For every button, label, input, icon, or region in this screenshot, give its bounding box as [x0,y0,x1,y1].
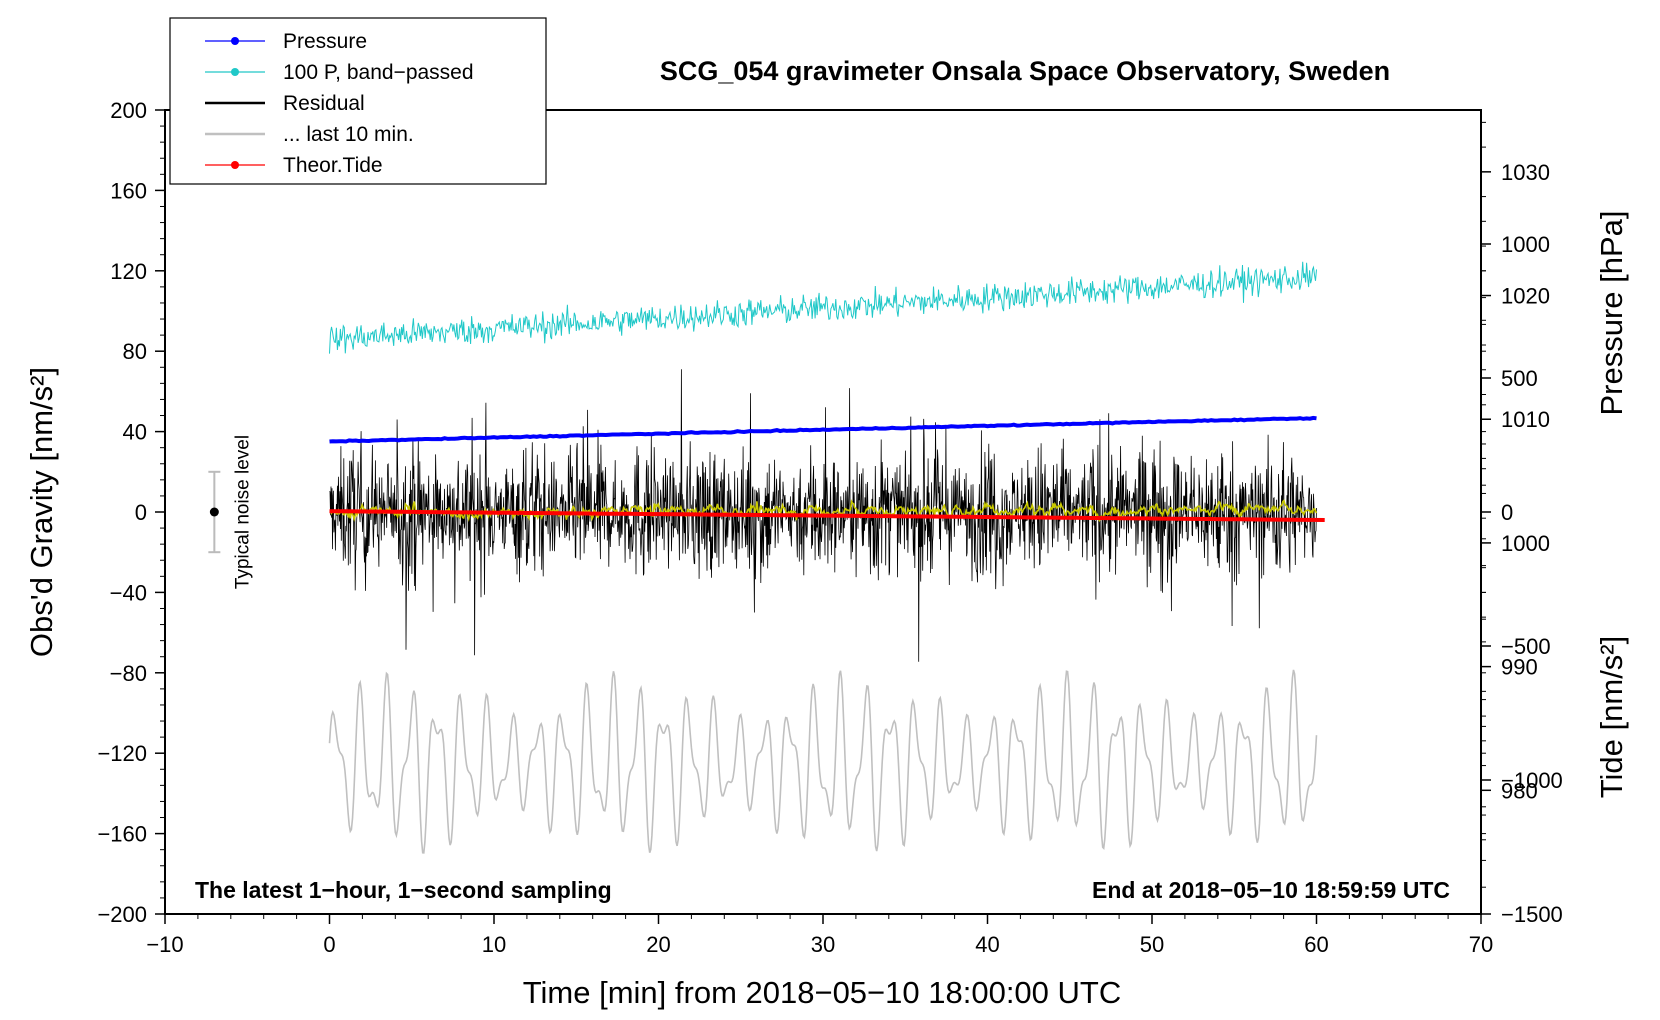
pressure-tick-label: 980 [1501,778,1538,803]
legend-marker [231,161,239,169]
x-tick-label: 40 [975,932,999,957]
y-tick-label: −200 [97,902,147,927]
tide-tick-label: −500 [1501,634,1551,659]
series-residual [329,369,1317,662]
pressure-tick-label: 1010 [1501,407,1550,432]
y-tick-label: −40 [110,580,147,605]
series-theoretical-tide [329,509,1325,522]
legend-item: ... last 10 min. [205,123,414,146]
legend-label: Residual [283,92,365,115]
y-tick-label: 40 [123,420,147,445]
tide-tick-label: 500 [1501,366,1538,391]
series-layer [328,261,1325,854]
noise-bar-label: Typical noise level [232,435,253,589]
series-pressure [329,415,1317,444]
chart-title: SCG_054 gravimeter Onsala Space Observat… [660,56,1390,86]
annotation-end-time: End at 2018−05−10 18:59:59 UTC [1092,877,1450,903]
y-tick-label: 80 [123,339,147,364]
x-axis: −10 0 10 20 30 40 50 60 70 [146,914,1493,957]
x-tick-label: 70 [1469,932,1493,957]
x-tick-label: 30 [811,932,835,957]
y-tick-label: 0 [135,500,147,525]
y-tick-label: −120 [97,741,147,766]
y-axis-title-left: Obs'd Gravity [nm/s²] [24,367,59,657]
tide-tick-label: 1000 [1501,232,1550,257]
y-axis-tide: 1000 500 0 −500 −1000 −1500 [1481,232,1563,927]
legend-label: 100 P, band−passed [283,61,474,84]
x-tick-label: 20 [646,932,670,957]
tide-tick-label: −1000 [1501,768,1563,793]
legend-item: Residual [205,92,365,115]
legend-item: Pressure [205,30,367,53]
y-tick-label: 200 [110,98,147,123]
legend: Pressure 100 P, band−passed Residual ... la… [169,17,547,185]
pressure-tick-label: 1030 [1501,160,1550,185]
legend-label: Theor.Tide [283,154,383,177]
y-axis-pressure: 1030 1020 1010 1000 990 980 [1481,121,1550,841]
x-tick-label: −10 [146,932,183,957]
y-tick-label: −160 [97,822,147,847]
legend-box [169,17,547,185]
legend-marker [231,37,239,45]
x-tick-label: 10 [482,932,506,957]
x-tick-label: 0 [323,932,335,957]
x-tick-label: 50 [1140,932,1164,957]
y-tick-label: 160 [110,178,147,203]
x-axis-title: Time [min] from 2018−05−10 18:00:00 UTC [523,975,1122,1010]
legend-marker [231,68,239,76]
y-axis-title-tide: Tide [nm/s²] [1594,636,1629,799]
legend-item: 100 P, band−passed [205,61,474,84]
legend-label: ... last 10 min. [283,123,414,146]
legend-item: Theor.Tide [205,154,383,177]
pressure-tick-label: 1020 [1501,284,1550,309]
series-band-passed-pressure [329,261,1317,354]
legend-label: Pressure [283,30,367,53]
tide-tick-label: −1500 [1501,902,1563,927]
pressure-tick-label: 990 [1501,655,1538,680]
y-tick-label: 120 [110,259,147,284]
tide-tick-label: 0 [1501,500,1513,525]
x-tick-label: 60 [1304,932,1328,957]
pressure-tick-label: 1000 [1501,531,1550,556]
series-last-10-min [328,669,1318,854]
y-axis-title-pressure: Pressure [hPa] [1594,210,1629,415]
noise-bar-dot [209,507,219,517]
y-tick-label: −80 [110,661,147,686]
annotation-sampling: The latest 1−hour, 1−second sampling [195,877,612,903]
y-axis-left: 200 160 120 80 40 0 −40 −80 −120 −160 −200 [97,98,165,927]
noise-bar: Typical noise level [208,435,253,589]
